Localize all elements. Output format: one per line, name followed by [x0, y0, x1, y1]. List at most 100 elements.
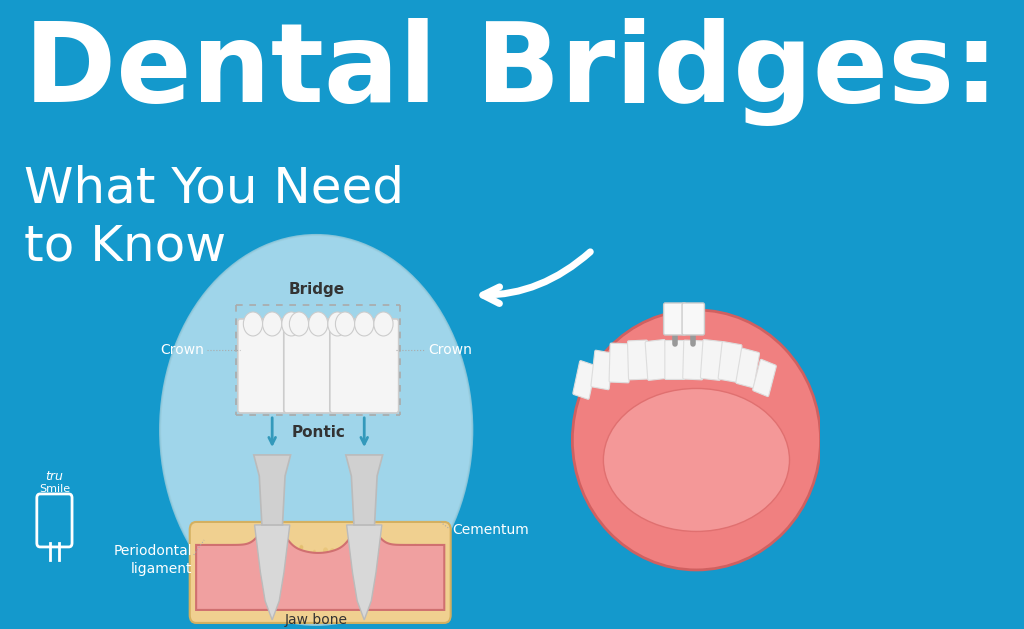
Circle shape: [208, 586, 212, 591]
Circle shape: [280, 563, 284, 569]
Circle shape: [415, 549, 421, 556]
Circle shape: [246, 575, 251, 581]
Circle shape: [281, 551, 284, 555]
Circle shape: [240, 594, 243, 599]
Circle shape: [329, 566, 334, 571]
Circle shape: [383, 544, 385, 548]
Circle shape: [262, 312, 282, 336]
Circle shape: [414, 543, 418, 549]
Circle shape: [287, 594, 293, 601]
Circle shape: [312, 555, 316, 560]
Circle shape: [288, 548, 291, 552]
Polygon shape: [346, 455, 383, 525]
Circle shape: [428, 591, 433, 597]
Circle shape: [368, 567, 371, 572]
Circle shape: [241, 581, 244, 586]
Circle shape: [298, 554, 302, 560]
Circle shape: [213, 557, 216, 560]
Circle shape: [364, 589, 366, 593]
Circle shape: [397, 545, 400, 549]
Polygon shape: [241, 401, 304, 410]
Circle shape: [351, 547, 356, 554]
Circle shape: [290, 547, 294, 553]
Circle shape: [362, 577, 368, 584]
Circle shape: [269, 559, 273, 564]
Circle shape: [218, 594, 221, 598]
Circle shape: [243, 551, 248, 557]
Circle shape: [251, 549, 255, 554]
Circle shape: [246, 548, 249, 552]
Text: Bridge: Bridge: [288, 282, 344, 297]
Circle shape: [160, 235, 472, 625]
FancyBboxPatch shape: [609, 343, 630, 383]
FancyBboxPatch shape: [189, 522, 451, 623]
Circle shape: [368, 566, 372, 572]
Circle shape: [242, 576, 244, 580]
Circle shape: [381, 554, 385, 558]
FancyBboxPatch shape: [683, 340, 703, 380]
Circle shape: [310, 571, 315, 577]
FancyBboxPatch shape: [665, 340, 685, 379]
Circle shape: [354, 312, 374, 336]
Circle shape: [416, 550, 418, 554]
Circle shape: [385, 569, 389, 575]
Circle shape: [299, 545, 303, 550]
Circle shape: [371, 553, 375, 559]
Circle shape: [290, 569, 293, 572]
Text: tru: tru: [45, 470, 63, 483]
Circle shape: [378, 577, 382, 582]
Circle shape: [244, 312, 262, 336]
Circle shape: [349, 575, 352, 578]
Ellipse shape: [603, 389, 790, 532]
Circle shape: [342, 565, 345, 570]
Circle shape: [228, 583, 230, 586]
Circle shape: [332, 560, 335, 563]
Circle shape: [349, 549, 353, 554]
Circle shape: [379, 566, 384, 572]
FancyBboxPatch shape: [284, 319, 352, 413]
Circle shape: [250, 559, 255, 565]
Circle shape: [418, 559, 422, 564]
Polygon shape: [332, 401, 396, 410]
Text: Crown: Crown: [160, 343, 204, 357]
Circle shape: [422, 592, 426, 598]
Circle shape: [328, 312, 347, 336]
FancyBboxPatch shape: [700, 340, 723, 381]
Circle shape: [243, 545, 247, 550]
Circle shape: [339, 580, 342, 585]
Circle shape: [365, 586, 368, 590]
FancyBboxPatch shape: [330, 319, 398, 413]
Circle shape: [402, 557, 408, 564]
Circle shape: [298, 588, 301, 591]
Circle shape: [355, 596, 358, 599]
Text: Smile: Smile: [39, 484, 70, 494]
Text: Pontic: Pontic: [291, 425, 345, 440]
Circle shape: [380, 580, 383, 584]
Circle shape: [266, 581, 271, 587]
Circle shape: [240, 571, 244, 575]
Circle shape: [333, 581, 337, 586]
Circle shape: [352, 559, 356, 565]
Circle shape: [399, 550, 403, 555]
Text: Cementum: Cementum: [453, 523, 529, 537]
Circle shape: [337, 551, 343, 558]
Circle shape: [394, 571, 397, 574]
Circle shape: [392, 590, 395, 594]
Circle shape: [324, 567, 326, 571]
Circle shape: [359, 551, 362, 555]
Text: What You Need
to Know: What You Need to Know: [24, 165, 404, 270]
Circle shape: [211, 595, 215, 600]
Circle shape: [287, 570, 292, 576]
Circle shape: [338, 547, 343, 553]
Circle shape: [246, 589, 250, 595]
Circle shape: [216, 550, 220, 556]
FancyBboxPatch shape: [645, 340, 668, 381]
FancyBboxPatch shape: [753, 359, 776, 396]
Circle shape: [223, 589, 225, 593]
Circle shape: [416, 586, 420, 590]
Circle shape: [227, 592, 231, 597]
Circle shape: [269, 578, 273, 584]
Circle shape: [391, 560, 394, 564]
Circle shape: [309, 551, 313, 556]
Circle shape: [290, 312, 308, 336]
